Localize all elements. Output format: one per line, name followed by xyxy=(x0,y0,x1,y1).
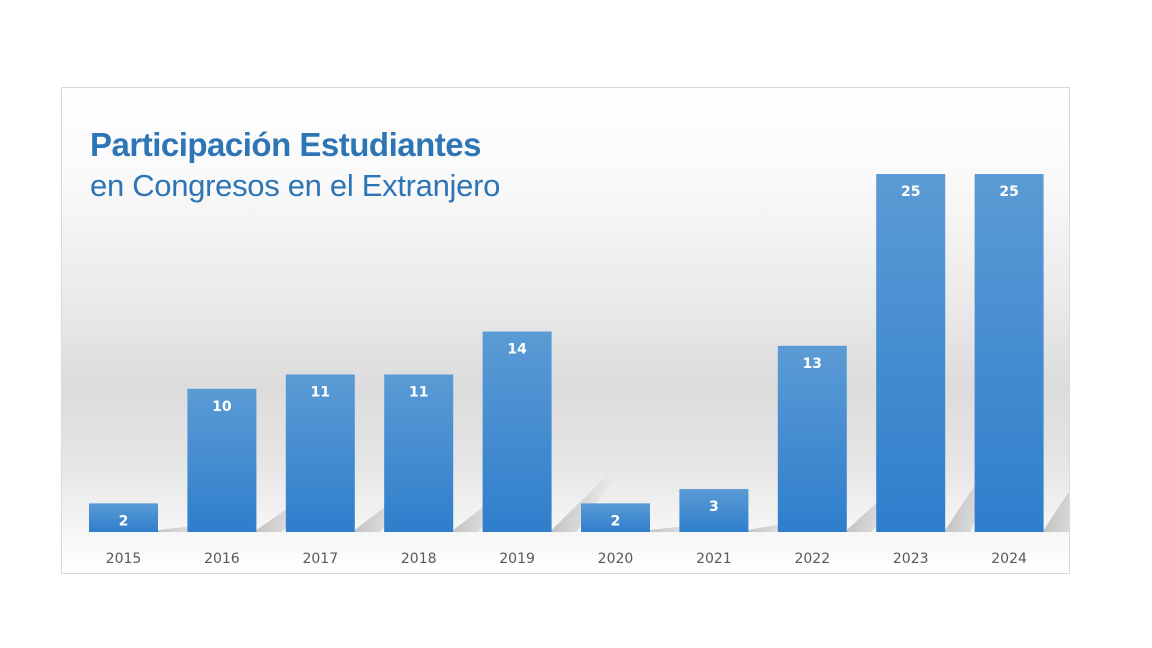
x-tick-label-2018: 2018 xyxy=(401,551,437,567)
x-axis-tick-labels: 2015 2016 2017 2018 2019 2020 2021 2022 2023 2024 xyxy=(106,551,1027,567)
x-tick-label-2023: 2023 xyxy=(893,551,929,567)
bar-value-label-2017: 11 xyxy=(311,384,330,400)
x-tick-label-2024: 2024 xyxy=(991,551,1027,567)
x-tick-label-2015: 2015 xyxy=(106,551,142,567)
bar-value-label-2015: 2 xyxy=(119,513,129,529)
x-tick-label-2020: 2020 xyxy=(598,551,634,567)
bar-value-label-2024: 25 xyxy=(999,184,1018,200)
bar-2018 xyxy=(384,374,454,532)
x-tick-label-2016: 2016 xyxy=(204,551,240,567)
bar-2024 xyxy=(974,174,1044,532)
x-tick-label-2021: 2021 xyxy=(696,551,732,567)
bar-value-label-2023: 25 xyxy=(901,184,920,200)
bar-value-label-2022: 13 xyxy=(803,356,822,372)
bar-2017 xyxy=(285,374,355,532)
bar-value-label-2018: 11 xyxy=(409,384,428,400)
x-tick-label-2017: 2017 xyxy=(302,551,338,567)
bars xyxy=(89,174,1044,532)
bar-shadow xyxy=(1043,491,1069,532)
chart-subtitle: en Congresos en el Extranjero xyxy=(90,168,501,203)
bar-2020 xyxy=(581,503,650,532)
bar-2023 xyxy=(876,174,946,532)
bar-value-label-2019: 14 xyxy=(507,342,527,358)
bar-value-label-2020: 2 xyxy=(611,513,621,529)
bar-value-labels: 2 10 11 11 14 2 3 13 25 25 xyxy=(119,184,1019,529)
x-tick-label-2019: 2019 xyxy=(499,551,535,567)
bar-2015 xyxy=(89,503,158,532)
chart-frame: Participación Estudiantes en Congresos e… xyxy=(61,87,1070,574)
bar-2022 xyxy=(777,345,847,532)
bar-2016 xyxy=(187,388,257,532)
bar-value-label-2016: 10 xyxy=(212,399,232,415)
bar-2021 xyxy=(679,489,749,532)
bar-2019 xyxy=(482,331,552,532)
bar-value-label-2021: 3 xyxy=(709,499,719,515)
chart-title: Participación Estudiantes xyxy=(90,126,481,163)
x-tick-label-2022: 2022 xyxy=(794,551,830,567)
